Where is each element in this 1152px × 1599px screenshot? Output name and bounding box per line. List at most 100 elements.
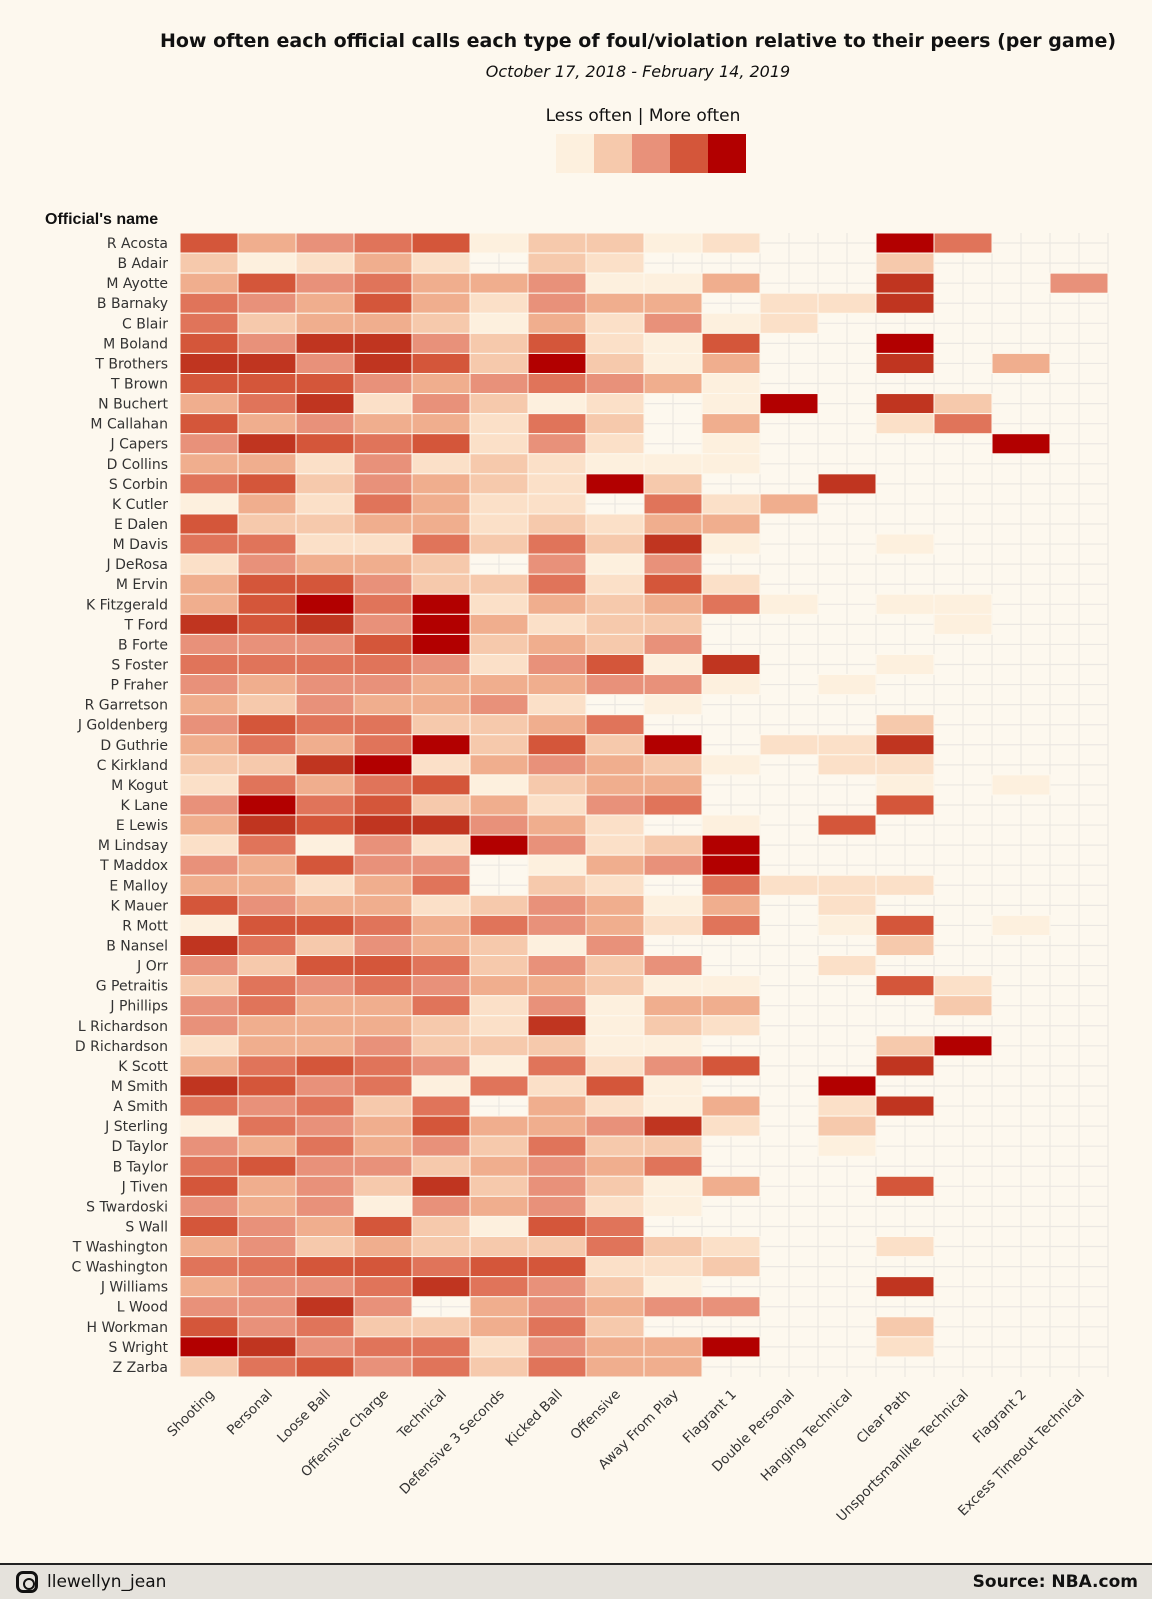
heatmap-cell — [179, 533, 239, 555]
heatmap-cell — [411, 754, 471, 776]
heatmap-cell — [817, 1135, 877, 1157]
heatmap-cell — [469, 995, 529, 1017]
heatmap-cell — [527, 674, 587, 696]
heatmap-cell — [353, 1035, 413, 1057]
row-label: B Barnaky — [97, 296, 168, 312]
row-label: K Scott — [118, 1059, 168, 1075]
heatmap-cell — [991, 433, 1051, 455]
author-handle: llewellyn_jean — [47, 1572, 167, 1592]
heatmap-cell — [585, 814, 645, 836]
heatmap-cell — [179, 814, 239, 836]
heatmap-cell — [295, 1316, 355, 1338]
heatmap-cell — [237, 1055, 297, 1077]
heatmap-cell — [701, 593, 761, 615]
heatmap-cell — [411, 714, 471, 736]
heatmap-cell — [295, 1035, 355, 1057]
heatmap-cell — [817, 914, 877, 936]
heatmap-cell — [527, 834, 587, 856]
heatmap-cell — [237, 714, 297, 736]
heatmap-cell — [469, 754, 529, 776]
heatmap-cell — [353, 352, 413, 374]
heatmap-cell — [701, 573, 761, 595]
heatmap-cell — [469, 975, 529, 997]
heatmap-cell — [411, 1175, 471, 1197]
heatmap-cell — [469, 453, 529, 475]
source-credit: Source: NBA.com — [972, 1572, 1138, 1592]
heatmap-cell — [701, 433, 761, 455]
heatmap-cell — [237, 1256, 297, 1278]
heatmap-cell — [295, 734, 355, 756]
heatmap-cell — [469, 1256, 529, 1278]
row-label: B Taylor — [113, 1159, 169, 1175]
legend-swatch — [594, 134, 632, 173]
heatmap-cell — [353, 1195, 413, 1217]
heatmap-cell — [179, 613, 239, 635]
row-label: B Adair — [118, 256, 169, 272]
heatmap-cell — [585, 894, 645, 916]
heatmap-cell — [295, 834, 355, 856]
heatmap-cell — [643, 232, 703, 254]
heatmap-cell — [527, 1256, 587, 1278]
heatmap-cell — [585, 1316, 645, 1338]
legend — [556, 134, 746, 173]
row-label: C Blair — [122, 316, 168, 332]
heatmap-cell — [875, 1276, 935, 1298]
heatmap-cell — [179, 513, 239, 535]
heatmap-cell — [237, 653, 297, 676]
heatmap-cell — [353, 1055, 413, 1077]
heatmap-cell — [643, 754, 703, 776]
heatmap-cell — [295, 1256, 355, 1278]
heatmap-cell — [411, 352, 471, 374]
heatmap-cell — [469, 1215, 529, 1238]
heatmap-cell — [179, 874, 239, 896]
heatmap-cell — [643, 955, 703, 977]
chart-title: How often each official calls each type … — [159, 30, 1117, 52]
heatmap-cell — [643, 1055, 703, 1077]
heatmap-cell — [643, 613, 703, 635]
column-label: Flagrant 1 — [680, 1387, 740, 1447]
heatmap-cell — [643, 573, 703, 595]
heatmap-cell — [527, 794, 587, 816]
legend-title: Less often | More often — [545, 106, 741, 126]
heatmap-cell — [469, 493, 529, 515]
heatmap-cell — [469, 473, 529, 495]
heatmap-cell — [527, 1276, 587, 1298]
heatmap-cell — [295, 292, 355, 314]
y-axis-title: Official's name — [45, 211, 159, 228]
heatmap-cell — [817, 894, 877, 916]
heatmap-cell — [469, 352, 529, 374]
heatmap-cell — [701, 533, 761, 555]
heatmap-cell — [411, 1356, 471, 1378]
heatmap-cell — [643, 975, 703, 997]
heatmap-cell — [179, 774, 239, 796]
row-label: K Fitzgerald — [86, 597, 168, 613]
heatmap-cell — [411, 1276, 471, 1298]
heatmap-cell — [875, 734, 935, 756]
heatmap-cell — [411, 413, 471, 435]
heatmap-cell — [527, 433, 587, 455]
heatmap-cell — [701, 1115, 761, 1137]
heatmap-cell — [353, 754, 413, 776]
heatmap-cell — [527, 774, 587, 796]
heatmap-cell — [875, 754, 935, 776]
heatmap-cell — [643, 593, 703, 615]
heatmap-cell — [527, 914, 587, 936]
heatmap-cell — [295, 272, 355, 294]
heatmap-cell — [353, 914, 413, 936]
heatmap-cell — [179, 232, 239, 254]
heatmap-cell — [469, 1035, 529, 1057]
heatmap-cell — [643, 493, 703, 515]
heatmap-cell — [469, 894, 529, 916]
heatmap-cell — [295, 533, 355, 555]
heatmap-cell — [295, 573, 355, 595]
heatmap-cell — [875, 714, 935, 736]
heatmap-cell — [353, 332, 413, 354]
heatmap-cell — [353, 433, 413, 455]
heatmap-cell — [469, 372, 529, 395]
column-label: Flagrant 2 — [970, 1387, 1030, 1447]
heatmap-cell — [411, 553, 471, 575]
row-label: S Wall — [125, 1219, 168, 1235]
heatmap-cell — [643, 794, 703, 816]
heatmap-cell — [701, 975, 761, 997]
heatmap-cell — [353, 955, 413, 977]
